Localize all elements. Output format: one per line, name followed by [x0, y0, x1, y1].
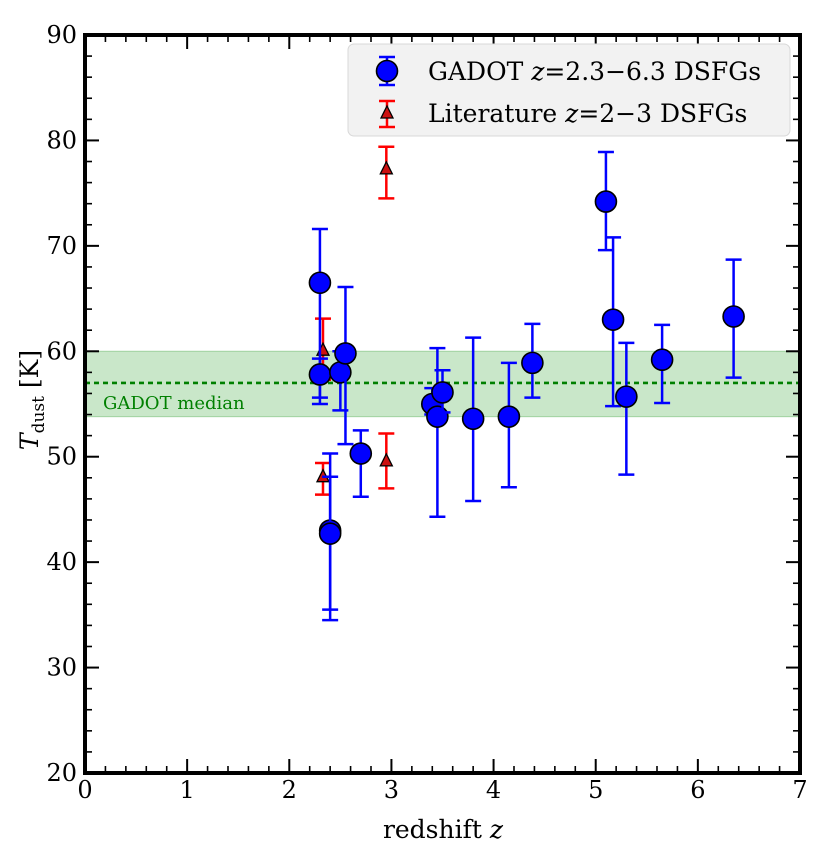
legend-label-literature: Literature z=2−3 DSFGs — [428, 99, 747, 128]
gadot-point-17 — [722, 258, 745, 379]
data-marker-circle — [615, 385, 638, 408]
data-marker-circle — [349, 442, 373, 465]
gadot-point-12 — [521, 322, 544, 399]
y-axis-label: Tdust [K] — [15, 350, 49, 450]
gadot-point-10 — [461, 336, 485, 503]
y-tick-label: 60 — [46, 337, 77, 365]
data-marker-circle — [334, 342, 357, 365]
plot-frame — [83, 33, 802, 775]
data-marker-circle — [497, 405, 521, 428]
y-tick-label: 30 — [46, 654, 77, 682]
data-marker-circle — [650, 348, 674, 372]
data-marker-circle — [308, 363, 332, 386]
gadot-point-15 — [615, 341, 638, 476]
data-marker-triangle — [379, 452, 394, 467]
gadot-point-6 — [349, 429, 373, 499]
y-tick-label: 40 — [46, 548, 77, 576]
gadot-point-13 — [594, 150, 618, 252]
median-label: GADOT median — [103, 393, 245, 414]
x-tick-label: 3 — [384, 776, 399, 804]
data-marker-circle — [461, 407, 485, 431]
y-tick-label: 50 — [46, 443, 77, 471]
data-marker-circle — [594, 190, 618, 213]
x-tick-label: 0 — [77, 776, 92, 804]
gadot-point-9 — [431, 369, 454, 414]
x-axis-label: redshift z — [383, 815, 504, 844]
x-tick-label: 5 — [588, 776, 603, 804]
x-tick-label: 7 — [792, 776, 807, 804]
data-layer — [308, 145, 745, 622]
data-marker-circle — [329, 361, 352, 384]
legend: GADOT z=2.3−6.3 DSFGs Literature z=2−3 D… — [347, 43, 791, 137]
literature-point-3 — [378, 145, 395, 200]
y-tick-label: 20 — [46, 759, 77, 787]
series-literature — [314, 145, 395, 496]
data-marker-circle — [722, 305, 745, 328]
gadot-point-3 — [318, 475, 342, 622]
legend-box — [347, 43, 791, 137]
series-gadot — [308, 150, 745, 622]
legend-marker-literature — [379, 99, 395, 129]
gadot-point-11 — [497, 361, 521, 489]
y-tick-label: 70 — [46, 232, 77, 260]
x-tick-label: 4 — [486, 776, 501, 804]
gadot-point-14 — [601, 236, 625, 408]
literature-point-2 — [378, 432, 395, 490]
data-marker-triangle — [379, 160, 394, 175]
x-tick-label: 6 — [690, 776, 705, 804]
data-marker-circle — [426, 405, 449, 428]
data-marker-circle — [601, 308, 625, 331]
data-marker-circle — [431, 381, 454, 404]
gadot-point-5 — [334, 285, 357, 446]
gadot-point-16 — [650, 323, 674, 405]
y-tick-label: 90 — [46, 21, 77, 49]
x-tick-label: 2 — [282, 776, 297, 804]
data-marker-circle — [308, 271, 332, 295]
x-tick-label: 1 — [180, 776, 195, 804]
data-marker-circle — [318, 522, 342, 545]
legend-marker-gadot — [375, 55, 399, 87]
data-marker-circle — [521, 351, 544, 375]
axes-layer: 0 1 2 3 4 5 6 7 20 30 40 50 60 70 80 90 — [46, 21, 807, 804]
y-tick-label: 80 — [46, 126, 77, 154]
legend-label-gadot: GADOT z=2.3−6.3 DSFGs — [428, 57, 761, 86]
